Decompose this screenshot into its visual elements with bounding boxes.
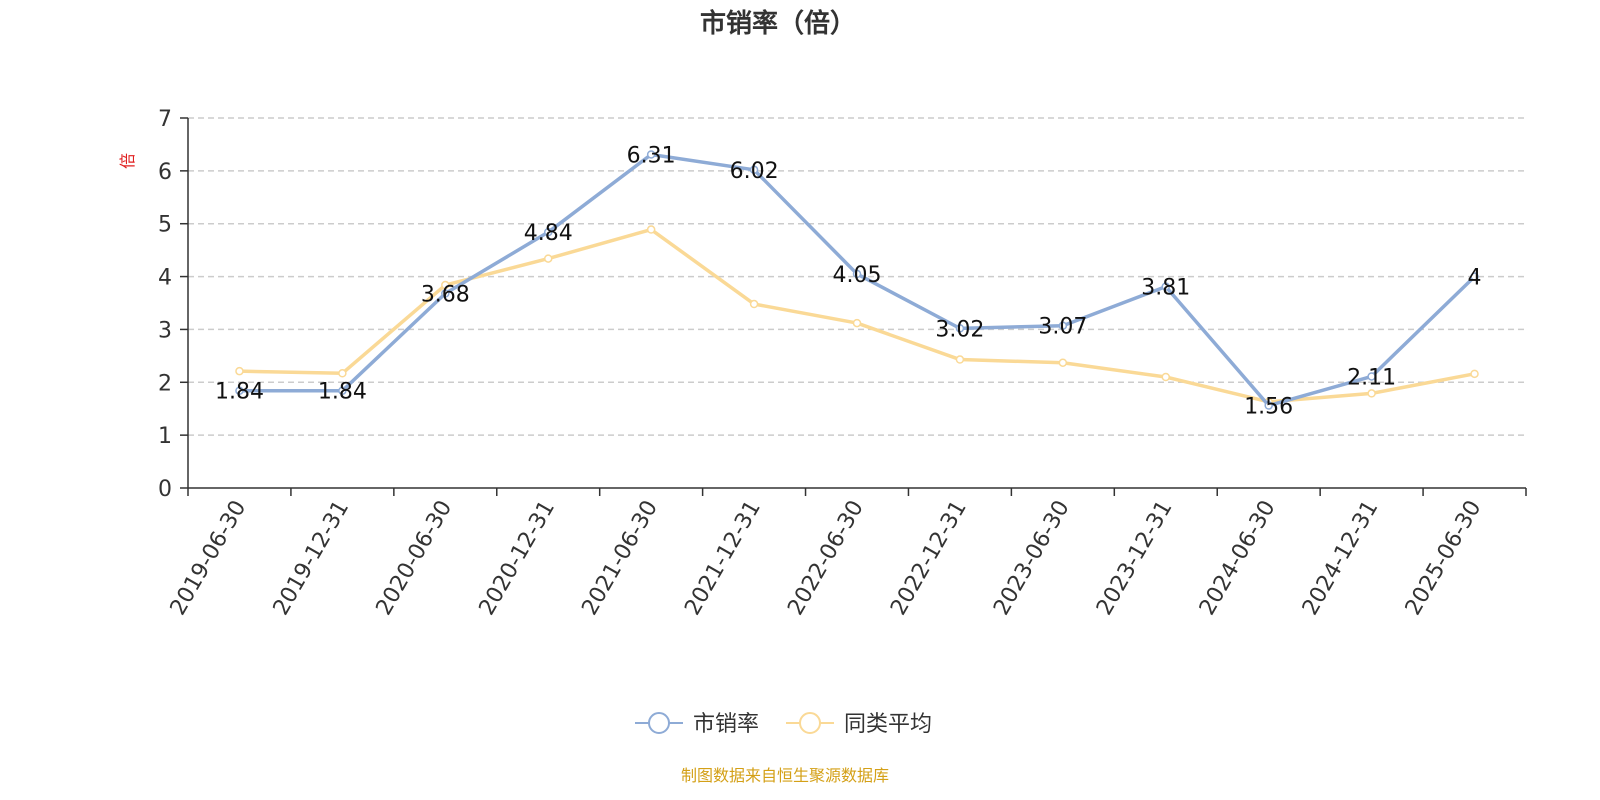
x-tick-label: 2024-06-30 [1195,496,1281,619]
series-2-point [1161,372,1171,382]
y-axis-unit-label: 倍 [118,153,137,169]
series-1-point [749,165,759,175]
series-2-point [646,225,656,234]
series-2-point [1470,369,1479,379]
x-tick-label: 2023-06-30 [989,496,1075,619]
series-2-point [338,369,347,378]
x-tick-label: 2020-06-30 [372,496,458,619]
legend-label: 市销率 [693,712,759,737]
data-label: 6.31 [627,143,676,168]
series-1-point [235,386,244,395]
series-1-point [1367,372,1376,381]
x-tick-label: 2024-12-31 [1298,496,1384,619]
x-tick-label: 2019-12-31 [269,496,355,619]
series-2-point [441,280,450,290]
data-label: 1.84 [215,380,264,405]
chart-title: 市销率（倍） [700,8,856,39]
y-tick-label: 0 [158,477,172,502]
x-tick-label: 2022-06-30 [783,496,869,619]
legend-label: 同类平均 [844,712,932,737]
legend-swatch-marker [648,712,670,734]
y-tick-label: 5 [158,213,172,238]
x-tick-label: 2022-12-31 [886,496,972,619]
data-label: 4.05 [833,263,882,288]
series-1-point [543,227,553,237]
series-2-point [749,299,759,309]
series-2-point [852,318,862,328]
series-1-point [338,386,347,395]
series-1-point [1264,401,1273,410]
series-2-point [955,355,965,364]
data-label: 3.68 [421,282,470,307]
data-label: 3.81 [1141,276,1190,301]
series-1-point [955,324,965,333]
series-1-point [1470,272,1479,281]
y-tick-label: 1 [158,424,172,449]
y-tick-label: 4 [158,266,172,291]
series-1-point [646,150,656,159]
data-label: 1.84 [318,380,367,405]
data-label: 3.07 [1038,315,1087,340]
x-tick-label: 2021-12-31 [680,496,766,619]
series-line-2 [239,227,1475,404]
series-2-point [235,366,244,376]
x-tick-label: 2020-12-31 [475,496,561,619]
data-label: 1.56 [1244,395,1293,420]
series-1-point [1058,321,1068,330]
data-label: 3.02 [935,317,984,342]
series-1-point [1161,282,1171,291]
y-tick-label: 3 [158,318,172,343]
x-tick-label: 2021-06-30 [577,496,663,619]
series-lines [235,150,1479,410]
x-tick-label: 2023-12-31 [1092,496,1178,619]
data-label: 6.02 [730,159,779,184]
data-label: 4 [1468,266,1482,291]
series-2-point [543,254,553,263]
grid-lines [188,117,1526,436]
y-tick-label: 6 [158,160,172,185]
legend-item-series-2[interactable]: 同类平均 [786,712,932,737]
series-1-point [441,289,450,298]
series-2-point [1367,389,1376,398]
y-tick-label: 2 [158,371,172,396]
y-tick-label: 7 [158,107,172,132]
x-tick-label: 2025-06-30 [1401,496,1487,619]
data-labels: 1.84 1.84 3.68 4.84 6.31 6.02 4.05 3.02 3.07 3.81… [215,143,1482,419]
legend: 市销率 同类平均 [635,712,932,737]
legend-swatch-marker [799,712,821,734]
data-label: 4.84 [524,221,573,246]
series-1-point [852,269,862,279]
source-note: 制图数据来自恒生聚源数据库 [681,766,889,785]
series-2-point [1058,358,1068,367]
x-tick-label: 2019-06-30 [166,496,252,619]
legend-item-series-1[interactable]: 市销率 [635,712,759,737]
data-label: 2.11 [1347,365,1396,390]
